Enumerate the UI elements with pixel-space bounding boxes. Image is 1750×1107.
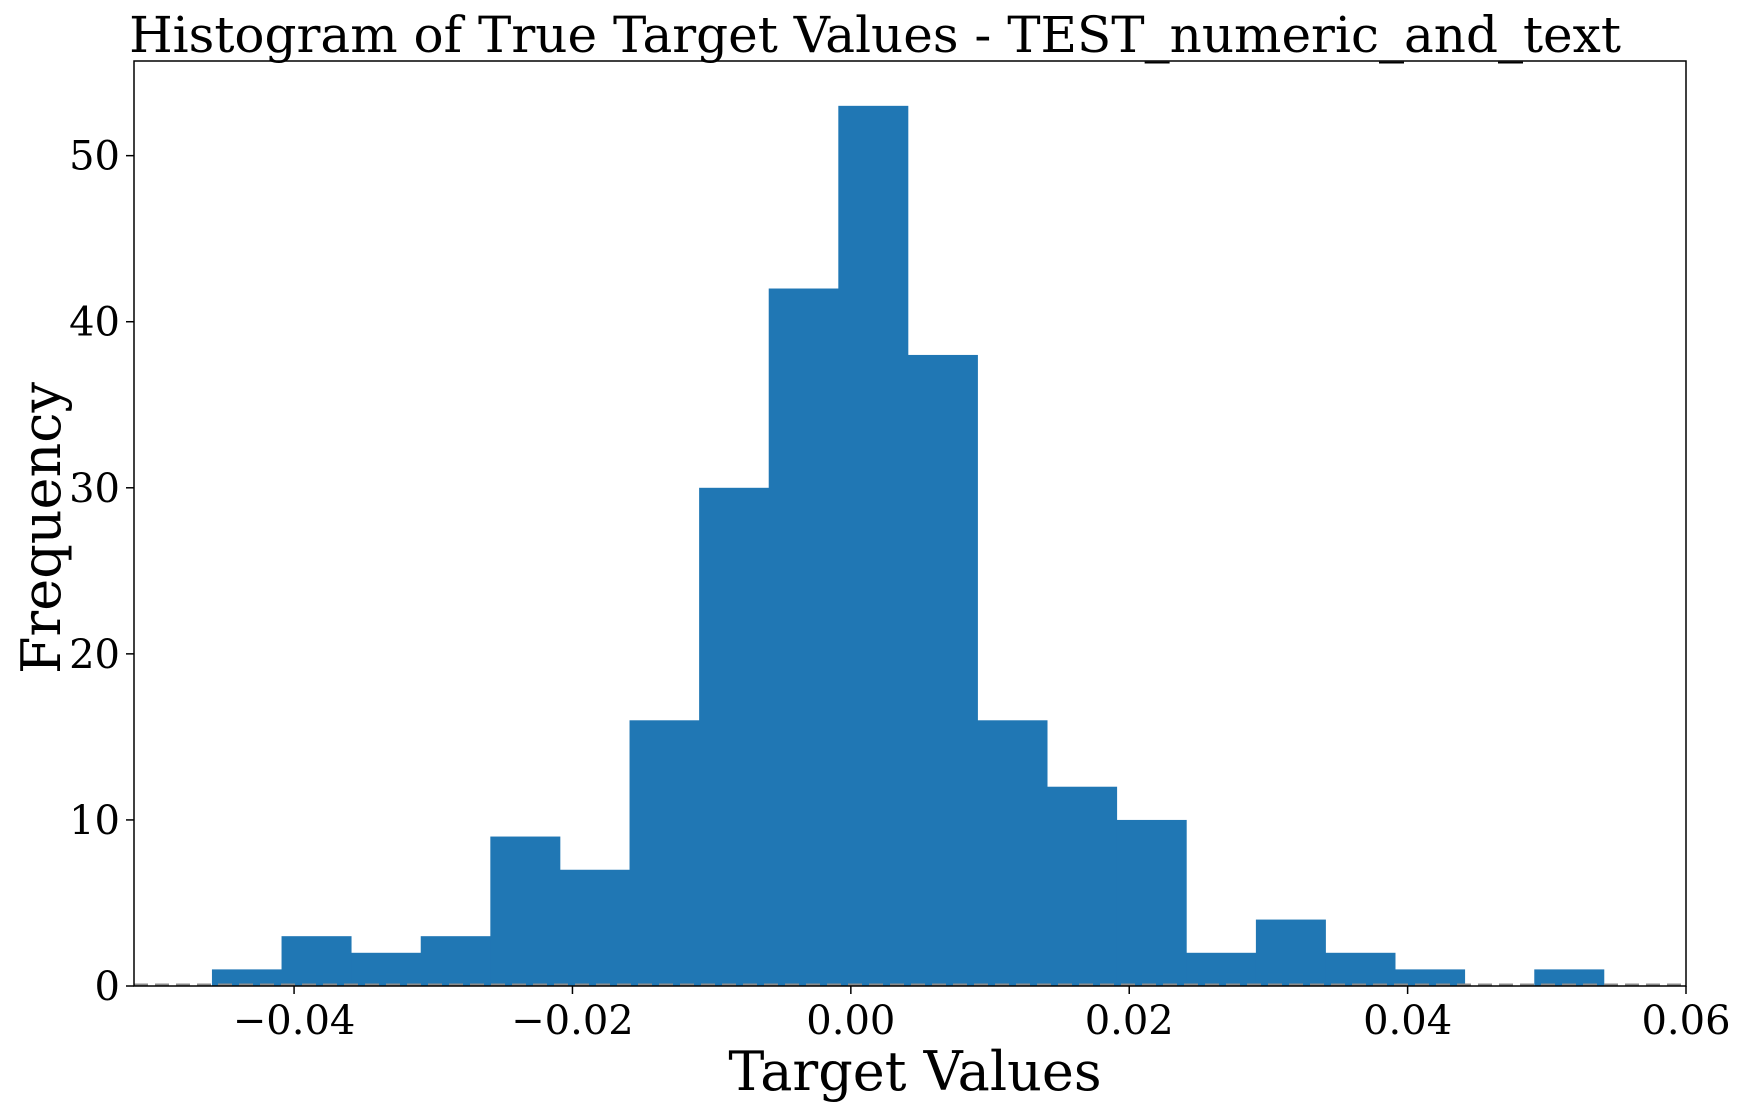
histogram-bar [1395, 969, 1466, 986]
x-axis-ticks: −0.04 −0.02 0.00 0.02 0.04 0.06 [233, 986, 1731, 1044]
histogram-bar [907, 354, 978, 986]
x-tick-label: 0.02 [1085, 998, 1174, 1044]
histogram-bar [977, 720, 1048, 986]
y-tick-label: 20 [69, 632, 120, 678]
histogram-bar [420, 936, 491, 986]
bars-layer [211, 105, 1605, 987]
x-tick-label: 0.00 [806, 998, 895, 1044]
histogram-bar [1325, 952, 1396, 986]
histogram-bar [1534, 969, 1605, 986]
y-tick-label: 30 [69, 466, 120, 512]
y-axis-label: Frequency [10, 381, 73, 674]
histogram-bar [838, 105, 909, 986]
x-axis-label: Target Values [728, 1040, 1101, 1103]
axes-frame [133, 60, 1687, 987]
y-tick-label: 50 [69, 134, 120, 180]
histogram-bar [1186, 952, 1257, 986]
chart-title: Histogram of True Target Values - TEST_n… [129, 6, 1621, 64]
x-tick-label: 0.04 [1363, 998, 1452, 1044]
histogram-bar [211, 969, 282, 986]
histogram-bar [1255, 919, 1326, 986]
x-tick-label: −0.02 [511, 998, 634, 1044]
histogram-bar [490, 836, 561, 986]
histogram-bar [351, 952, 422, 986]
y-tick-label: 0 [95, 964, 120, 1010]
histogram-bar [629, 720, 700, 986]
histogram-bar [559, 869, 630, 986]
y-axis-ticks: 0 10 20 30 40 50 [69, 134, 134, 1010]
y-tick-label: 10 [69, 798, 120, 844]
histogram-bar [1116, 819, 1187, 986]
histogram-bar [768, 288, 839, 987]
x-tick-label: 0.06 [1641, 998, 1730, 1044]
histogram-bar [1047, 786, 1118, 986]
histogram-bar [699, 487, 770, 986]
histogram-bar [281, 936, 352, 986]
x-tick-label: −0.04 [233, 998, 356, 1044]
y-tick-label: 40 [69, 300, 120, 346]
